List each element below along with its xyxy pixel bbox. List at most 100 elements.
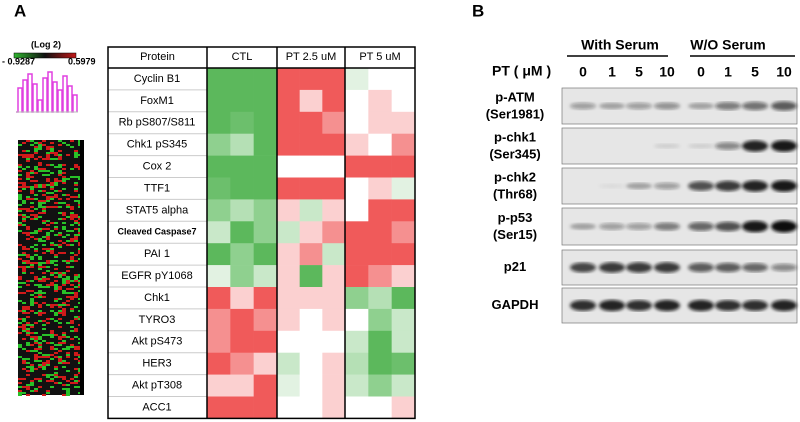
heatmap-cell bbox=[58, 170, 62, 172]
heatmap-cell bbox=[38, 294, 42, 296]
band bbox=[771, 101, 797, 111]
heatmap-cell bbox=[46, 154, 50, 156]
blot-label: (Ser15) bbox=[493, 227, 537, 242]
heatmap-cell bbox=[66, 384, 70, 386]
heatmap-cell bbox=[18, 332, 22, 334]
heatmap-cell bbox=[54, 376, 58, 378]
heatmap-cell bbox=[26, 388, 30, 390]
heatmap-cell bbox=[391, 68, 416, 91]
heatmap-cell bbox=[368, 89, 392, 113]
heatmap-cell bbox=[54, 268, 58, 270]
heatmap-cell bbox=[42, 244, 46, 246]
heatmap-cell bbox=[22, 232, 26, 234]
heatmap-cell bbox=[207, 287, 231, 310]
heatmap-cell bbox=[54, 260, 58, 262]
heatmap-cell bbox=[207, 265, 231, 288]
heatmap-cell bbox=[299, 265, 323, 288]
heatmap-cell bbox=[230, 396, 254, 419]
heatmap-cell bbox=[30, 366, 34, 368]
heatmap-cell bbox=[74, 352, 78, 354]
heatmap-cell bbox=[70, 266, 74, 268]
heatmap-cell bbox=[277, 111, 300, 134]
band bbox=[715, 221, 741, 232]
heatmap-cell bbox=[66, 244, 70, 246]
heatmap-cell bbox=[66, 304, 70, 306]
heatmap-cell bbox=[26, 362, 30, 364]
heatmap-cell bbox=[58, 360, 62, 362]
heatmap-cell bbox=[70, 240, 74, 242]
panel-label: B bbox=[472, 1, 484, 20]
heatmap-cell bbox=[34, 302, 38, 304]
heatmap-cell bbox=[50, 260, 54, 262]
band bbox=[771, 220, 797, 233]
heatmap-cell bbox=[34, 216, 38, 218]
heatmap-cell bbox=[30, 214, 34, 216]
heatmap-cell bbox=[30, 384, 34, 386]
heatmap-cell bbox=[42, 362, 46, 364]
heatmap-cell bbox=[26, 158, 30, 160]
heatmap-cell bbox=[46, 156, 50, 158]
heatmap-cell bbox=[62, 260, 66, 262]
heatmap-cell bbox=[391, 221, 416, 244]
heatmap-cell bbox=[38, 162, 42, 164]
heatmap-cell bbox=[50, 142, 54, 144]
heatmap-cell bbox=[207, 221, 231, 244]
heatmap-cell bbox=[42, 368, 46, 370]
heatmap-cell bbox=[58, 140, 62, 142]
heatmap-cell bbox=[26, 324, 30, 326]
heatmap-cell bbox=[54, 202, 58, 204]
heatmap-cell bbox=[277, 396, 300, 419]
heatmap-cell bbox=[34, 172, 38, 174]
key-title: (Log 2) bbox=[31, 39, 61, 49]
heatmap-cell bbox=[38, 336, 42, 338]
heatmap-cell bbox=[253, 374, 278, 397]
dose: 10 bbox=[659, 64, 675, 80]
heatmap-cell bbox=[322, 374, 346, 397]
heatmap-cell bbox=[391, 308, 416, 332]
heatmap-cell bbox=[38, 256, 42, 258]
heatmap-cell bbox=[22, 330, 26, 332]
blot-label: p-chk2 bbox=[494, 169, 536, 184]
heatmap-cell bbox=[50, 242, 54, 244]
heatmap-cell bbox=[42, 324, 46, 326]
heatmap-cell bbox=[46, 342, 50, 344]
heatmap-cell bbox=[74, 200, 78, 202]
heatmap-cell bbox=[34, 248, 38, 250]
heatmap-cell bbox=[34, 148, 38, 150]
heatmap-cell bbox=[42, 210, 46, 212]
heatmap-cell bbox=[50, 188, 54, 190]
heatmap-cell bbox=[26, 344, 30, 346]
heatmap-cell bbox=[46, 270, 50, 272]
heatmap-cell bbox=[26, 384, 30, 386]
heatmap-cell bbox=[26, 350, 30, 352]
heatmap-cell bbox=[322, 155, 346, 178]
heatmap-cell bbox=[18, 190, 22, 192]
heatmap-cell bbox=[391, 374, 416, 397]
heatmap-cell bbox=[58, 286, 62, 288]
heatmap-cell bbox=[38, 364, 42, 366]
heatmap-cell bbox=[46, 364, 50, 366]
heatmap-cell bbox=[74, 318, 78, 320]
heatmap-cell bbox=[58, 158, 62, 160]
table-border bbox=[107, 46, 416, 420]
heatmap-cell bbox=[70, 292, 74, 294]
heatmap-cell bbox=[70, 244, 74, 246]
heatmap-cell bbox=[38, 170, 42, 172]
dose: 1 bbox=[724, 64, 732, 80]
heatmap-cell bbox=[42, 144, 46, 146]
heatmap-cell bbox=[70, 208, 74, 210]
heatmap-cell bbox=[322, 308, 346, 332]
row-label: Cyclin B1 bbox=[134, 73, 180, 85]
band bbox=[688, 102, 714, 110]
heatmap-cell bbox=[70, 212, 74, 214]
heatmap-cell bbox=[391, 133, 416, 156]
heatmap-cell bbox=[50, 192, 54, 194]
heatmap-cell bbox=[34, 356, 38, 358]
heatmap-cell bbox=[38, 184, 42, 186]
heatmap-cell bbox=[18, 196, 22, 198]
heatmap-cell bbox=[230, 133, 254, 156]
heatmap-cell bbox=[18, 194, 22, 196]
heatmap-cell bbox=[22, 260, 26, 262]
heatmap-cell bbox=[277, 133, 300, 156]
heatmap-cell bbox=[74, 238, 78, 240]
